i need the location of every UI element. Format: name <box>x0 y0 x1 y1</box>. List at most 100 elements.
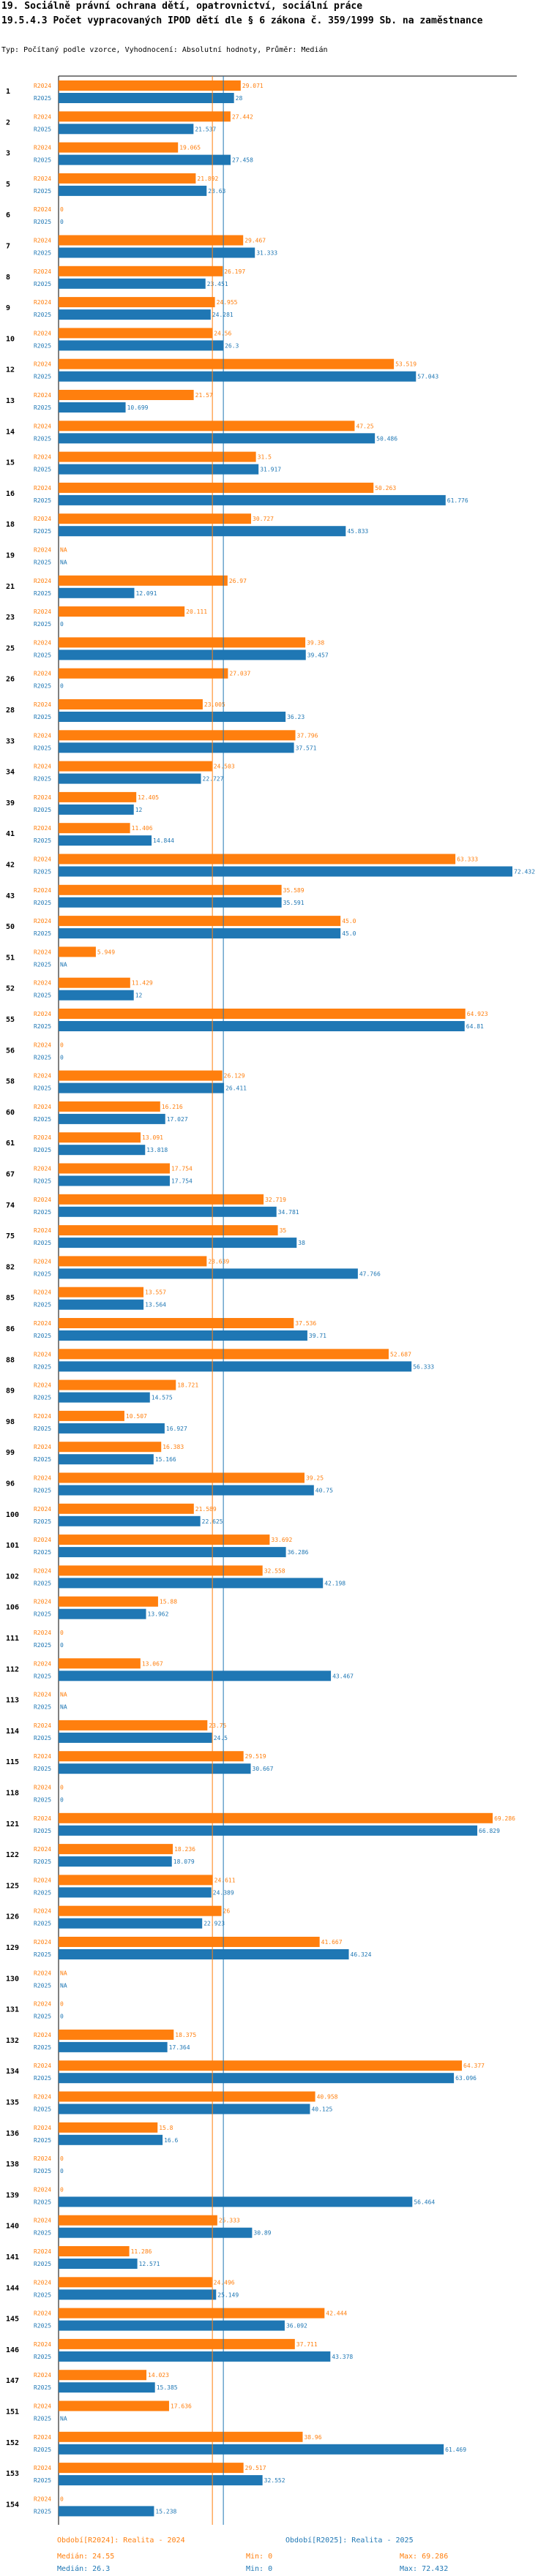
series-label: R2024 <box>34 578 51 584</box>
series-label: R2024 <box>34 2063 51 2069</box>
data-label: 37.536 <box>295 1320 316 1327</box>
series-label: R2024 <box>34 2372 51 2379</box>
data-label: 29.467 <box>244 238 266 244</box>
bar-r2024 <box>59 2277 212 2288</box>
series-label: R2025 <box>34 2168 51 2174</box>
data-label: 30.727 <box>253 516 274 522</box>
bar-r2024 <box>59 1875 213 1886</box>
series-label: R2024 <box>34 1660 51 1667</box>
legend-r2025-median: Medián: 26.3 <box>57 2565 111 2573</box>
category-label: 125 <box>6 1882 19 1890</box>
category-label: 7 <box>6 243 10 251</box>
category-label: 9 <box>6 304 10 312</box>
category-label: 89 <box>6 1387 15 1396</box>
category-label: 56 <box>6 1047 15 1055</box>
data-label: NA <box>60 560 67 566</box>
series-label: R2025 <box>34 1270 51 1277</box>
series-label: R2025 <box>34 993 51 999</box>
data-label: 11.286 <box>131 2248 152 2255</box>
data-label: 26.197 <box>224 268 245 275</box>
series-label: R2025 <box>34 1302 51 1308</box>
category-label: 147 <box>6 2377 19 2385</box>
bar-r2024 <box>59 2091 315 2102</box>
bar-r2024 <box>59 2215 217 2226</box>
data-label: 40.125 <box>311 2106 332 2113</box>
data-label: 17.027 <box>167 1116 188 1123</box>
data-label: 23.005 <box>204 701 225 708</box>
bar-r2025 <box>59 2382 155 2393</box>
data-label: 31.917 <box>260 467 281 473</box>
data-label: 39.71 <box>309 1333 326 1339</box>
category-label: 135 <box>6 2099 19 2107</box>
series-label: R2024 <box>34 609 51 615</box>
series-label: R2024 <box>34 1166 51 1172</box>
bar-r2024 <box>59 606 185 617</box>
bar-r2024 <box>59 699 203 709</box>
data-label: 10.507 <box>126 1413 147 1420</box>
bar-r2025 <box>59 1887 212 1898</box>
data-label: 0 <box>60 1642 64 1649</box>
series-label: R2024 <box>34 299 51 306</box>
bar-r2025 <box>59 1547 286 1558</box>
data-label: 16.927 <box>166 1426 187 1432</box>
category-label: 15 <box>6 459 15 467</box>
category-label: 122 <box>6 1851 19 1859</box>
series-label: R2024 <box>34 1104 51 1110</box>
bar-r2024 <box>59 575 228 586</box>
data-label: 56.333 <box>413 1363 434 1370</box>
bar-r2025 <box>59 587 135 598</box>
series-label: R2024 <box>34 1722 51 1729</box>
bar-r2024 <box>59 513 252 524</box>
data-label: 24.5 <box>214 1735 228 1741</box>
bar-r2025 <box>59 1268 358 1279</box>
data-label: 50.263 <box>375 485 396 492</box>
bar-r2024 <box>59 2308 325 2319</box>
data-label: 53.519 <box>395 361 417 368</box>
data-label: 41.667 <box>321 1939 343 1946</box>
bar-r2025 <box>59 2227 253 2238</box>
data-label: 13.557 <box>145 1289 166 1296</box>
data-label: 18.079 <box>173 1858 195 1865</box>
series-label: R2024 <box>34 1382 51 1389</box>
data-label: 16.383 <box>163 1444 184 1450</box>
data-label: 37.796 <box>297 732 318 739</box>
data-label: 64.81 <box>466 1023 484 1030</box>
data-label: 0 <box>60 621 64 628</box>
series-label: R2024 <box>34 2186 51 2193</box>
series-label: R2024 <box>34 176 51 182</box>
bar-r2025 <box>59 990 134 1001</box>
series-label: R2024 <box>34 547 51 554</box>
series-label: R2024 <box>34 113 51 120</box>
series-label: R2025 <box>34 1951 51 1958</box>
bar-r2024 <box>59 1596 158 1607</box>
category-label: 8 <box>6 274 10 282</box>
data-label: 23.63 <box>208 188 225 195</box>
bar-r2025 <box>59 1856 172 1867</box>
bar-r2025 <box>59 804 134 815</box>
series-label: R2025 <box>34 961 51 968</box>
bar-r2024 <box>59 2431 303 2442</box>
data-label: 0 <box>60 2168 64 2174</box>
data-label: 29.517 <box>245 2465 266 2471</box>
bar-r2025 <box>59 928 341 939</box>
data-label: 0 <box>60 683 64 690</box>
category-label: 153 <box>6 2470 19 2478</box>
series-label: R2025 <box>34 621 51 628</box>
series-label: R2024 <box>34 1506 51 1513</box>
series-label: R2024 <box>34 1011 51 1017</box>
data-label: 36.23 <box>287 714 305 720</box>
bar-r2024 <box>59 1905 222 1916</box>
series-label: R2025 <box>34 2137 51 2144</box>
bar-r2025 <box>59 712 286 722</box>
category-label: 99 <box>6 1449 15 1457</box>
data-label: 12.405 <box>138 794 159 801</box>
bar-r2024 <box>59 1318 294 1328</box>
data-label: 39.25 <box>306 1475 324 1482</box>
bar-r2024 <box>59 884 282 895</box>
series-label: R2024 <box>34 330 51 336</box>
series-label: R2024 <box>34 1877 51 1883</box>
series-label: R2025 <box>34 157 51 164</box>
bar-r2024 <box>59 2060 463 2071</box>
data-label: 35.591 <box>283 900 305 906</box>
category-label: 58 <box>6 1078 15 1086</box>
